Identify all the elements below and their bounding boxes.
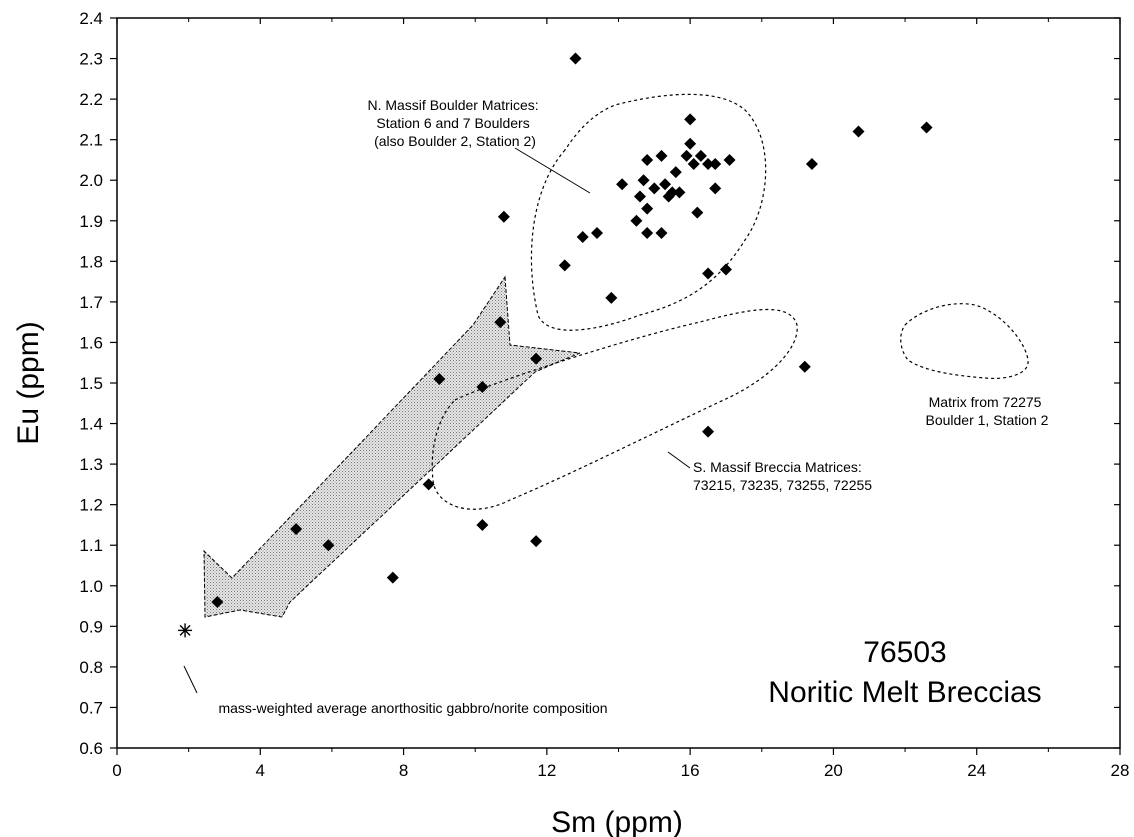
average-leader-line	[183, 665, 198, 694]
data-point	[494, 316, 507, 329]
x-tick-label: 4	[256, 761, 265, 780]
data-point	[852, 125, 865, 138]
data-point	[576, 231, 589, 243]
data-point	[687, 158, 700, 170]
data-point	[558, 259, 571, 272]
data-point	[920, 121, 933, 134]
y-axis-title: Eu (ppm)	[12, 321, 45, 444]
data-point	[641, 226, 654, 239]
x-axis-title: Sm (ppm)	[551, 806, 683, 837]
y-tick-label: 0.8	[79, 658, 103, 677]
y-tick-label: 2.3	[79, 50, 103, 69]
y-tick-label: 2.2	[79, 90, 103, 109]
data-point	[641, 202, 654, 215]
data-point	[433, 372, 446, 385]
y-tick-label: 1.6	[79, 333, 103, 352]
data-point	[476, 518, 489, 531]
data-point	[422, 478, 435, 491]
x-axis: 0 4 8 12 16 20 24 28	[112, 18, 1129, 780]
x-tick-label: 0	[112, 761, 121, 780]
y-tick-label: 1.7	[79, 293, 103, 312]
data-point	[655, 226, 668, 239]
x-tick-label: 8	[399, 761, 408, 780]
y-tick-label: 1.8	[79, 252, 103, 271]
data-point	[702, 158, 715, 170]
x-tick-label: 16	[681, 761, 700, 780]
y-tick-label: 0.9	[79, 617, 103, 636]
x-tick-label: 24	[967, 761, 986, 780]
plot-frame	[116, 17, 1121, 749]
data-point	[684, 113, 697, 126]
data-point	[497, 210, 510, 223]
data-point	[648, 182, 661, 195]
x-tick-label: 12	[537, 761, 556, 780]
data-points	[178, 52, 933, 638]
data-point	[616, 178, 629, 191]
data-point	[641, 153, 654, 166]
x-tick-label: 20	[824, 761, 843, 780]
matrix-72275-label: Matrix from 72275 Boulder 1, Station 2	[926, 394, 1049, 428]
data-point	[723, 153, 736, 166]
data-point	[655, 149, 668, 162]
data-point	[637, 174, 650, 187]
data-point	[702, 267, 715, 280]
data-point	[709, 158, 722, 170]
chart-title: 76503	[863, 636, 946, 669]
y-tick-label: 2.1	[79, 131, 103, 150]
data-point	[709, 182, 722, 195]
data-point	[702, 425, 715, 438]
average-composition-label: mass-weighted average anorthositic gabbr…	[218, 700, 607, 716]
data-point	[659, 178, 672, 191]
data-point	[719, 263, 732, 276]
y-tick-label: 2.0	[79, 171, 103, 190]
trend-arrow	[203, 275, 581, 618]
y-tick-label: 1.5	[79, 374, 103, 393]
y-tick-label: 1.4	[79, 415, 103, 434]
y-tick-label: 1.1	[79, 536, 103, 555]
y-axis: 0.6 0.7 0.8 0.9 1.0 1.1 1.2 1.3 1.4 1.5 1.6 1.7 1.8 1…	[79, 9, 1120, 758]
y-tick-label: 0.7	[79, 698, 103, 717]
data-point	[569, 52, 582, 65]
data-point	[684, 137, 697, 150]
data-point	[669, 166, 682, 179]
south-leader-line	[667, 451, 691, 469]
data-point	[805, 158, 818, 170]
data-point	[691, 206, 704, 219]
chart-subtitle: Noritic Melt Breccias	[768, 676, 1041, 709]
north-leader-line	[514, 147, 591, 194]
data-point	[694, 149, 707, 162]
data-point	[211, 596, 224, 608]
data-point	[290, 523, 303, 535]
north-massif-label: N. Massif Boulder Matrices: Station 6 an…	[367, 97, 542, 149]
north-massif-region	[530, 93, 767, 331]
data-point	[673, 186, 686, 199]
data-point	[798, 360, 811, 373]
data-point	[591, 226, 604, 239]
x-tick-label: 28	[1111, 761, 1130, 780]
y-tick-label: 0.6	[79, 739, 103, 758]
data-point	[633, 190, 646, 203]
average-composition-point	[178, 623, 193, 638]
data-point	[605, 291, 618, 304]
data-point	[322, 539, 335, 552]
data-point	[476, 381, 489, 394]
y-tick-label: 1.9	[79, 212, 103, 231]
data-point	[662, 190, 675, 203]
y-tick-label: 2.4	[79, 9, 103, 28]
y-tick-label: 1.0	[79, 577, 103, 596]
data-point	[530, 352, 543, 365]
matrix-72275-region	[900, 303, 1029, 380]
y-tick-label: 1.3	[79, 455, 103, 474]
data-point	[680, 149, 693, 162]
y-tick-label: 1.2	[79, 496, 103, 515]
data-point	[630, 214, 643, 227]
south-massif-label: S. Massif Breccia Matrices: 73215, 73235…	[693, 459, 872, 493]
data-point	[530, 535, 543, 548]
data-point	[386, 571, 399, 584]
